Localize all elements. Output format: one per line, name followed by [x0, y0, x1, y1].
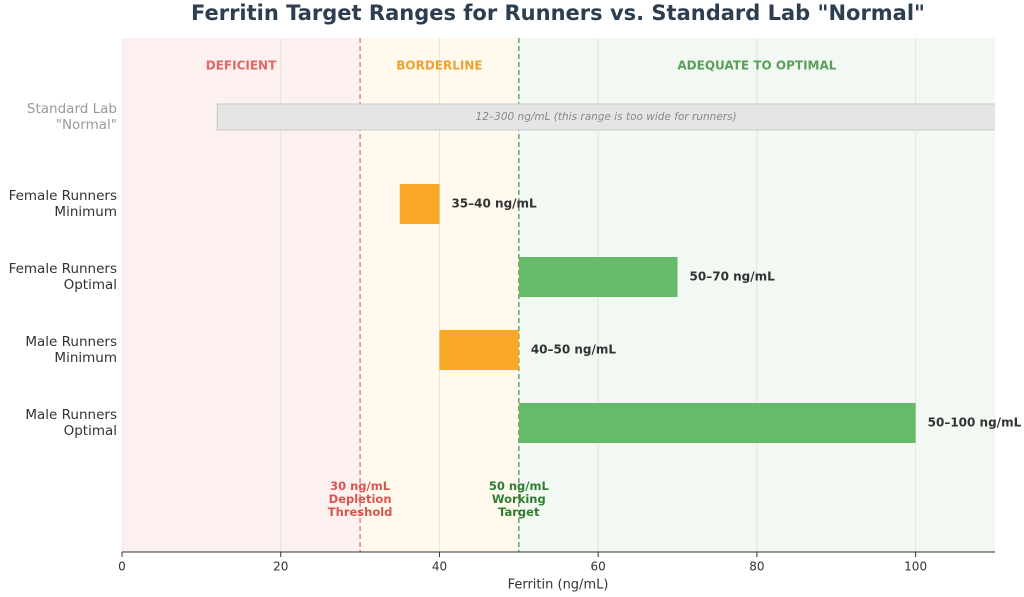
value-label: 35–40 ng/mL: [451, 197, 537, 211]
x-axis-label: Ferritin (ng/mL): [508, 578, 609, 593]
reference-label: 50 ng/mL Working Target: [489, 479, 550, 519]
bar: [518, 403, 916, 443]
value-label: 50–70 ng/mL: [690, 270, 776, 284]
x-tick-label: 40: [432, 560, 447, 574]
y-tick-label: Standard Lab "Normal": [27, 101, 117, 133]
y-tick-label: Male Runners Minimum: [25, 334, 117, 366]
bar: [439, 330, 519, 370]
reference-label: 30 ng/mL Depletion Threshold: [328, 479, 393, 519]
x-tick-label: 0: [118, 560, 126, 574]
x-tick-label: 100: [904, 560, 927, 574]
band-label: ADEQUATE TO OPTIMAL: [677, 59, 836, 73]
chart-title: Ferritin Target Ranges for Runners vs. S…: [191, 1, 925, 25]
value-label: 50–100 ng/mL: [928, 416, 1022, 430]
bar: [518, 257, 678, 297]
bar: [399, 184, 440, 224]
x-tick-label: 60: [591, 560, 606, 574]
y-tick-label: Male Runners Optimal: [25, 407, 117, 439]
x-tick-label: 80: [749, 560, 764, 574]
band-label: DEFICIENT: [206, 59, 277, 73]
bar: [216, 103, 995, 131]
value-label: 40–50 ng/mL: [531, 343, 617, 357]
plot-area: [122, 38, 995, 552]
y-tick-label: Female Runners Minimum: [9, 188, 117, 220]
x-tick-label: 20: [273, 560, 288, 574]
y-tick-label: Female Runners Optimal: [9, 261, 117, 293]
value-label: 12–300 ng/mL (this range is too wide for…: [476, 111, 737, 123]
band-label: BORDERLINE: [396, 59, 482, 73]
